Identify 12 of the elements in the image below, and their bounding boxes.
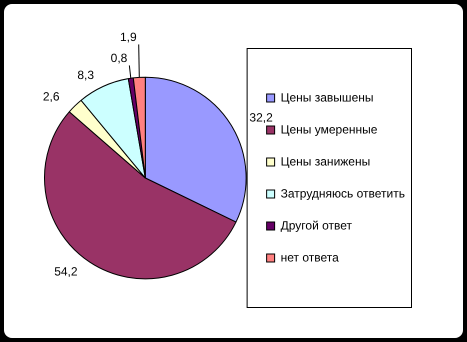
legend-label: нет ответа (280, 250, 340, 264)
legend-label: Затрудняюсь ответить (280, 186, 406, 200)
legend-label: Цены умеренные (280, 122, 378, 136)
data-label: 8,3 (77, 68, 94, 82)
data-label: 2,6 (42, 90, 60, 104)
data-label: 32,2 (249, 110, 274, 124)
legend-label: Другой ответ (280, 218, 353, 232)
legend-label: Цены завышены (280, 90, 374, 104)
data-label: 1,9 (120, 30, 138, 44)
data-label: 54,2 (54, 264, 78, 278)
legend-label: Цены занижены (280, 154, 370, 168)
data-label: 0,8 (110, 50, 128, 65)
